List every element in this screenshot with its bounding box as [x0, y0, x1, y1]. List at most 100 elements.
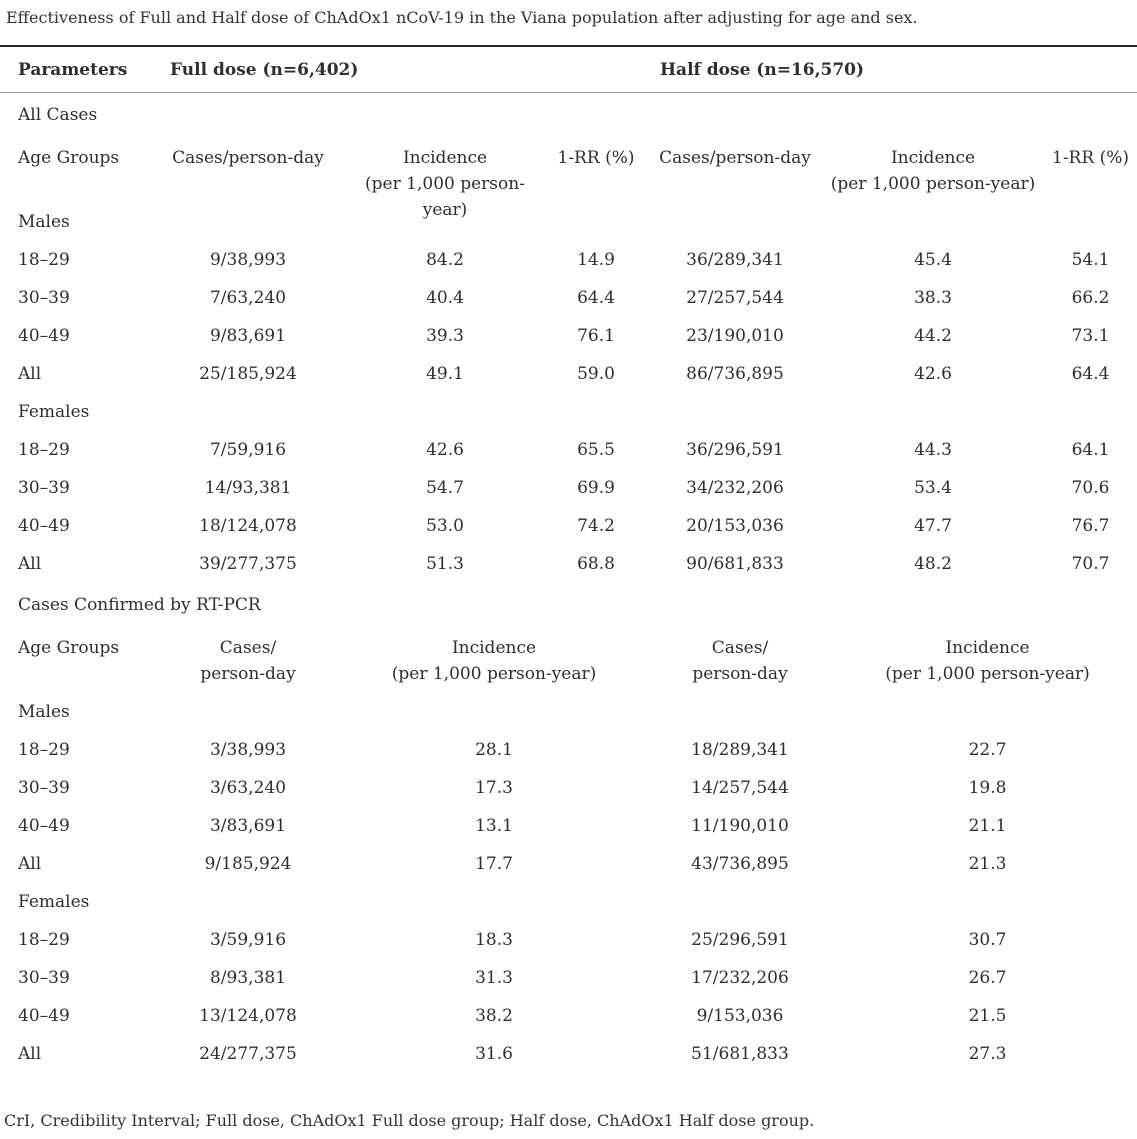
- table-cell: 7/59,916: [209, 440, 287, 460]
- table-cell: 13/124,078: [199, 1006, 297, 1026]
- table-cell: 86/736,895: [686, 364, 784, 384]
- section-label: Cases Confirmed by RT-PCR: [18, 595, 261, 615]
- column-header-cell: Cases/person-day: [150, 137, 346, 223]
- table-section: All Cases Age Groups Cases/person-day Incid…: [0, 93, 1137, 583]
- table-cell: 22.7: [968, 740, 1007, 760]
- column-header-cell: 1-RR (%): [544, 137, 648, 223]
- table-cell: 31.6: [475, 1044, 513, 1064]
- table-caption: Effectiveness of Full and Half dose of C…: [6, 8, 918, 27]
- table-cell: 3/63,240: [209, 778, 287, 798]
- table-cell: 49.1: [426, 364, 464, 384]
- column-header-line1: Incidence: [945, 638, 1030, 658]
- table-row: 40–49 18/124,078 53.0 74.2 20/153,036 47.7 76.…: [0, 507, 1137, 545]
- table-row: 30–39 3/63,240 17.3 14/257,544 19.8: [0, 769, 1137, 807]
- table-row: All 24/277,375 31.6 51/681,833 27.3: [0, 1035, 1137, 1073]
- column-header-line1: Cases/: [711, 638, 769, 658]
- column-header-line1: Cases/: [219, 638, 277, 658]
- table-cell: 17.7: [475, 854, 513, 874]
- table-body: All Cases Age Groups Cases/person-day Incid…: [0, 93, 1137, 1073]
- table-cell: 51.3: [426, 554, 464, 574]
- table-cell: 7/63,240: [209, 288, 287, 308]
- table-cell: 18/124,078: [199, 516, 297, 536]
- table-cell: 30–39: [18, 968, 70, 988]
- table-cell: 54.1: [1071, 250, 1110, 270]
- table-cell: 76.7: [1071, 516, 1110, 536]
- table-cell: 14/93,381: [204, 478, 292, 498]
- table-cell: All: [18, 554, 42, 574]
- column-header-cell: Incidence (per 1,000 person-year): [346, 627, 642, 693]
- column-header-line2: (per 1,000 person-year): [830, 174, 1036, 194]
- table-cell: 90/681,833: [686, 554, 784, 574]
- table-cell: 73.1: [1071, 326, 1110, 346]
- table-cell: 34/232,206: [686, 478, 784, 498]
- table-row: 18–29 3/38,993 28.1 18/289,341 22.7: [0, 731, 1137, 769]
- table-cell: 45.4: [914, 250, 952, 270]
- table-cell: 44.3: [914, 440, 952, 460]
- table-cell: 25/296,591: [691, 930, 789, 950]
- table-cell: All: [18, 854, 42, 874]
- table-cell: 21.5: [968, 1006, 1007, 1026]
- table-cell: 36/289,341: [686, 250, 784, 270]
- column-header-line1: Cases/person-day: [659, 148, 811, 168]
- table-cell: 21.3: [968, 854, 1007, 874]
- table-row: 18–29 3/59,916 18.3 25/296,591 30.7: [0, 921, 1137, 959]
- table-cell: 38.2: [475, 1006, 513, 1026]
- table-cell: 39.3: [426, 326, 464, 346]
- full-dose-column-header: Full dose (n=6,402): [170, 59, 359, 80]
- table-cell: 40.4: [426, 288, 464, 308]
- table-cell: 68.8: [577, 554, 615, 574]
- column-header-line1: 1-RR (%): [1052, 148, 1129, 168]
- table-cell: 3/38,993: [209, 740, 287, 760]
- column-header-cell: Age Groups: [0, 627, 150, 693]
- column-header-line2: person-day: [692, 664, 788, 684]
- table-cell: 20/153,036: [686, 516, 784, 536]
- table-row: 40–49 3/83,691 13.1 11/190,010 21.1: [0, 807, 1137, 845]
- table-cell: 84.2: [426, 250, 464, 270]
- section-label: All Cases: [18, 105, 98, 125]
- table-cell: 9/83,691: [209, 326, 287, 346]
- table-cell: 64.4: [577, 288, 615, 308]
- table-cell: 18–29: [18, 930, 70, 950]
- table-cell: 48.2: [914, 554, 952, 574]
- column-header-line2: person-day: [200, 664, 296, 684]
- table-cell: 27/257,544: [686, 288, 784, 308]
- column-header-line1: Incidence: [890, 148, 976, 168]
- table-cell: 51/681,833: [691, 1044, 789, 1064]
- column-header-cell: 1-RR (%): [1044, 137, 1137, 223]
- table-cell: 3/59,916: [209, 930, 287, 950]
- table-cell: 21.1: [968, 816, 1007, 836]
- table-cell: 43/736,895: [691, 854, 789, 874]
- table-row: All 39/277,375 51.3 68.8 90/681,833 48.2 70.7: [0, 545, 1137, 583]
- column-headers-row: Age Groups Cases/person-day Incidence (per …: [0, 137, 1137, 220]
- table-footnote: CrI, Credibility Interval; Full dose, Ch…: [4, 1111, 815, 1130]
- table-row: 40–49 13/124,078 38.2 9/153,036 21.5: [0, 997, 1137, 1035]
- table-row: All 9/185,924 17.7 43/736,895 21.3: [0, 845, 1137, 883]
- table-row: 30–39 14/93,381 54.7 69.9 34/232,206 53.4 70.6: [0, 469, 1137, 507]
- table-row: 30–39 7/63,240 40.4 64.4 27/257,544 38.3 66.2: [0, 279, 1137, 317]
- table-cell: 18/289,341: [691, 740, 789, 760]
- table-cell: 76.1: [577, 326, 615, 346]
- column-header-line1: Age Groups: [18, 148, 120, 168]
- table-cell: 54.7: [426, 478, 464, 498]
- table-cell: 69.9: [577, 478, 615, 498]
- table-cell: 17/232,206: [691, 968, 789, 988]
- table-cell: 18–29: [18, 740, 70, 760]
- table-cell: 30.7: [968, 930, 1007, 950]
- column-header-line1: 1-RR (%): [557, 148, 635, 168]
- table-cell: 44.2: [914, 326, 952, 346]
- table-cell: 23/190,010: [686, 326, 784, 346]
- table-cell: 14/257,544: [691, 778, 789, 798]
- table-cell: 9/38,993: [209, 250, 287, 270]
- table-header-row: Parameters Full dose (n=6,402) Half dose…: [0, 45, 1137, 93]
- table-cell: 30–39: [18, 288, 70, 308]
- table-cell: 42.6: [426, 440, 464, 460]
- table-cell: 42.6: [914, 364, 952, 384]
- group-label-row: Females: [18, 402, 90, 422]
- table-cell: 66.2: [1071, 288, 1110, 308]
- table-cell: 36/296,591: [686, 440, 784, 460]
- table-row: All 25/185,924 49.1 59.0 86/736,895 42.6 64.4: [0, 355, 1137, 393]
- table-cell: 47.7: [914, 516, 952, 536]
- column-header-line1: Cases/person-day: [172, 148, 324, 168]
- column-header-line1: Incidence: [451, 638, 537, 658]
